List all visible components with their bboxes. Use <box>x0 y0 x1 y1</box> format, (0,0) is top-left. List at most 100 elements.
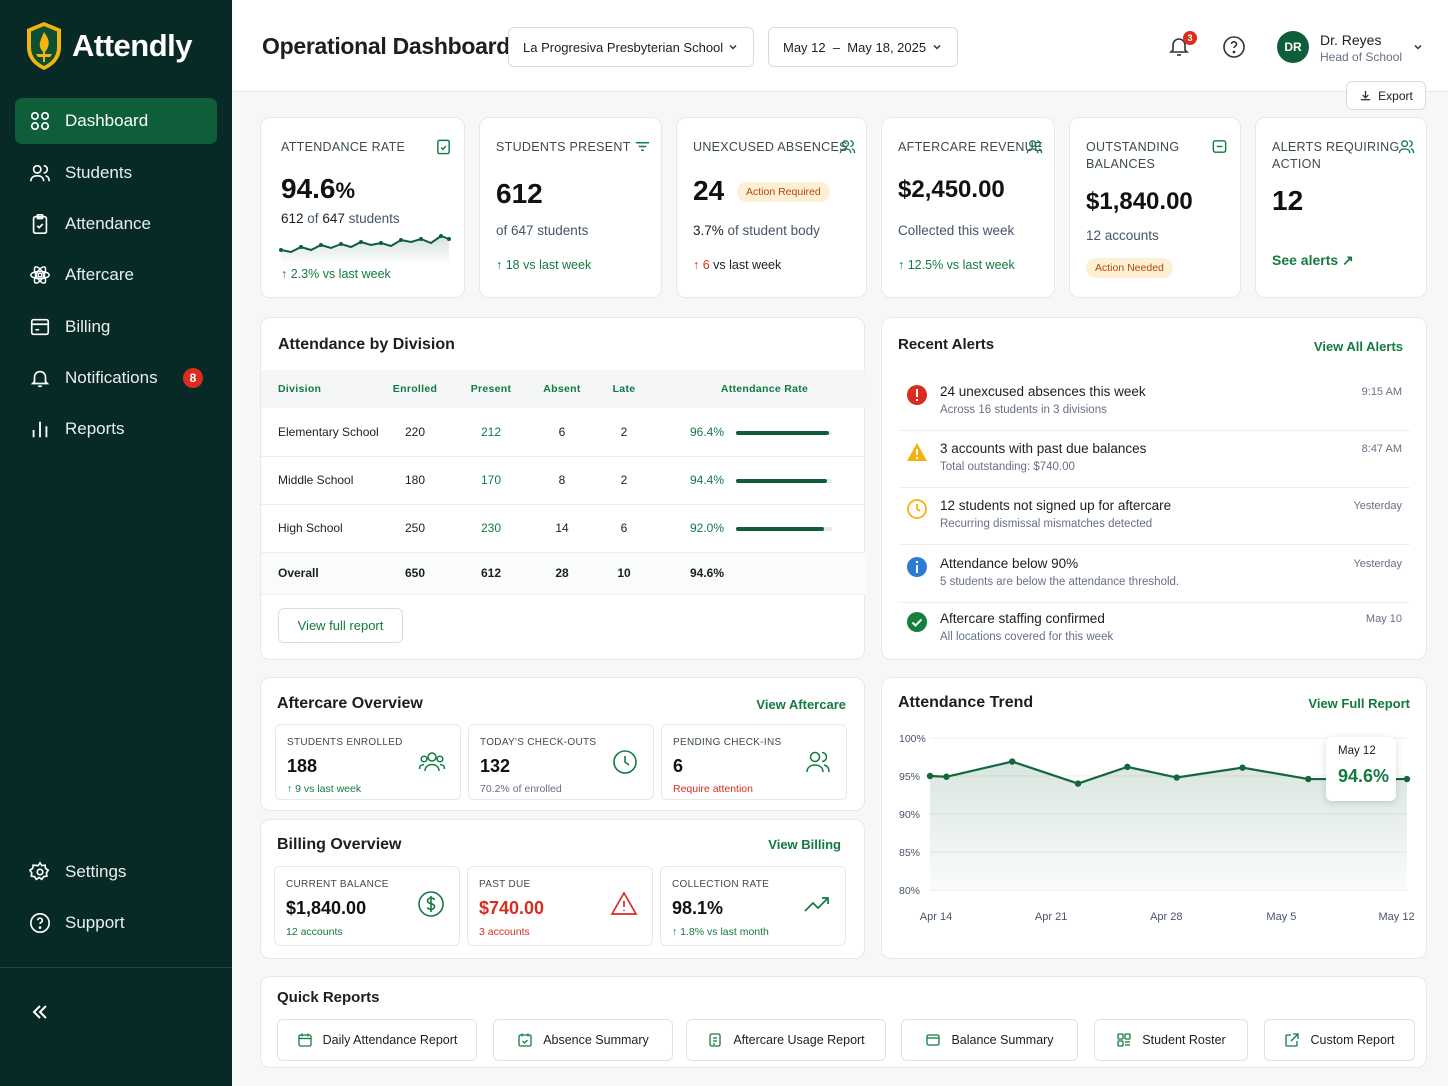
alert-time: 8:47 AM <box>1361 443 1402 455</box>
sidebar-item-aftercare[interactable]: Aftercare <box>15 252 217 298</box>
quick-report-label: Balance Summary <box>951 1033 1054 1047</box>
sidebar-item-billing[interactable]: Billing <box>15 304 217 350</box>
daily-attendance-report-button[interactable]: Daily Attendance Report <box>277 1019 477 1061</box>
alert-time: Yesterday <box>1353 558 1402 570</box>
alert-item[interactable]: Attendance below 90% 5 students are belo… <box>898 546 1410 603</box>
data-point <box>926 772 934 780</box>
data-point <box>943 773 950 780</box>
data-point <box>1173 774 1180 781</box>
enrolled-cell: 220 <box>387 408 443 457</box>
check-icon <box>907 612 927 632</box>
alert-item[interactable]: 24 unexcused absences this week Across 1… <box>898 374 1410 431</box>
kpi-value: 612 <box>496 178 543 209</box>
collapse-sidebar-icon[interactable] <box>28 1000 52 1024</box>
see-alerts-link[interactable]: See alerts ↗ <box>1272 252 1354 268</box>
user-menu-chevron-icon[interactable] <box>1412 41 1424 53</box>
help-button[interactable] <box>1222 35 1246 59</box>
alert-item[interactable]: 3 accounts with past due balances Total … <box>898 431 1410 488</box>
aftercare-usage-report-button[interactable]: Aftercare Usage Report <box>686 1019 886 1061</box>
billing-stat-card[interactable]: Collection Rate 98.1% ↑ 1.8% vs last mon… <box>660 866 846 946</box>
kpi-students-present[interactable]: Students Present 612 of 647 students ↑ 1… <box>479 117 662 298</box>
balance-summary-button[interactable]: Balance Summary <box>901 1019 1078 1061</box>
student-roster-button[interactable]: Student Roster <box>1094 1019 1248 1061</box>
sidebar-item-attendance[interactable]: Attendance <box>15 201 217 247</box>
stat-sub: ↑ 1.8% vs last month <box>672 926 769 938</box>
custom-report-button[interactable]: Custom Report <box>1264 1019 1415 1061</box>
x-tick-label: May 12 <box>1379 911 1415 923</box>
stat-label: Today's Check-Outs <box>480 737 597 748</box>
alert-time: May 10 <box>1365 613 1402 625</box>
stat-value: 98.1% <box>672 898 724 918</box>
sidebar-item-dashboard[interactable]: Dashboard <box>15 98 217 144</box>
billing-stat-card[interactable]: Past Due $740.00 3 accounts <box>467 866 653 946</box>
alert-item[interactable]: 12 students not signed up for aftercare … <box>898 488 1410 545</box>
tooltip-date: May 12 <box>1338 745 1376 757</box>
billing-stat-card[interactable]: Current Balance $1,840.00 12 accounts <box>274 866 460 946</box>
clipboard-icon <box>32 214 48 234</box>
page-title: Operational Dashboard <box>262 33 511 59</box>
quick-report-label: Student Roster <box>1142 1033 1226 1047</box>
atom-icon <box>30 266 50 284</box>
aftercare-stat-card[interactable]: Students Enrolled 188 ↑ 9 vs last week <box>275 724 461 800</box>
sidebar-item-notifications[interactable]: Notifications 8 <box>15 355 217 401</box>
sidebar-item-reports[interactable]: Reports <box>15 406 217 452</box>
late-cell: 6 <box>585 504 663 553</box>
data-point <box>1009 758 1016 765</box>
alert-item[interactable]: Aftercare staffing confirmed All locatio… <box>898 601 1410 658</box>
user-name[interactable]: Dr. Reyes <box>1320 32 1382 48</box>
sidebar-item-settings[interactable]: Settings <box>15 849 217 895</box>
kpi-alerts-requiring-action[interactable]: Alerts Requiring Action 12 See alerts ↗ <box>1255 117 1427 298</box>
error-icon <box>907 385 927 405</box>
absent-cell: 28 <box>539 552 585 595</box>
stat-value: $740.00 <box>479 898 545 918</box>
avatar[interactable]: DR <box>1277 31 1309 63</box>
view-full-report-button[interactable]: View full report <box>278 608 403 643</box>
stat-value: 132 <box>480 756 511 776</box>
alert-subtitle: Total outstanding: $740.00 <box>940 461 1075 473</box>
late-cell: 2 <box>585 456 663 505</box>
stat-sub: ↑ 9 vs last week <box>287 783 362 795</box>
date-range-select[interactable]: May 12 – May 18, 2025 <box>768 27 958 67</box>
sidebar-item-support[interactable]: Support <box>15 900 217 946</box>
aftercare-overview-card: Aftercare Overview View Aftercare Studen… <box>260 677 865 811</box>
notifications-button[interactable]: 3 <box>1167 31 1197 62</box>
view-all-alerts-link[interactable]: View All Alerts <box>1313 339 1403 354</box>
stat-value: 6 <box>673 756 684 776</box>
kpi-outstanding-balances[interactable]: Outstanding Balances $1,840.00 12 account… <box>1069 117 1241 298</box>
table-row[interactable]: Elementary School 220 212 6 2 96.4% <box>261 408 866 457</box>
kpi-aftercare-revenue[interactable]: Aftercare Revenue $2,450.00 Collected th… <box>881 117 1055 298</box>
absence-summary-button[interactable]: Absence Summary <box>493 1019 673 1061</box>
stat-sub: Require attention <box>673 783 753 795</box>
aftercare-stat-card[interactable]: Pending Check-Ins 6 Require attention <box>661 724 847 800</box>
view-aftercare-link[interactable]: View Aftercare <box>756 697 846 712</box>
attendance-trend-chart[interactable]: 100% 95% 90% 85% 80% Apr 14 Apr 21 Apr 28 May 5 M… <box>882 723 1428 948</box>
bell-icon <box>30 370 50 388</box>
users-icon <box>30 164 50 182</box>
view-billing-link[interactable]: View Billing <box>768 837 841 852</box>
aftercare-stat-card[interactable]: Today's Check-Outs 132 70.2% of enrolled <box>468 724 654 800</box>
brand[interactable]: Attendly <box>24 20 193 72</box>
stat-label: Pending Check-Ins <box>673 737 782 748</box>
rate-cell: 94.4% <box>663 456 866 505</box>
y-tick-label: 95% <box>899 771 920 783</box>
stat-label: Collection Rate <box>672 879 770 890</box>
help-icon <box>1223 36 1245 58</box>
stat-value: $1,840.00 <box>286 898 367 918</box>
y-tick-label: 85% <box>899 847 920 859</box>
kpi-sub: Collected this week <box>898 223 1015 238</box>
x-tick-label: Apr 21 <box>1035 911 1067 923</box>
kpi-sub: 3.7% of student body <box>693 223 820 238</box>
alert-time: 9:15 AM <box>1361 386 1402 398</box>
attendance-sparkline <box>279 234 451 264</box>
table-row[interactable]: Middle School 180 170 8 2 94.4% <box>261 456 866 505</box>
school-select[interactable]: La Progresiva Presbyterian School <box>508 27 754 67</box>
date-range-value: May 12 – May 18, 2025 <box>783 39 927 55</box>
view-full-report-link[interactable]: View Full Report <box>1308 696 1410 711</box>
sidebar-item-students[interactable]: Students <box>15 150 217 196</box>
export-button[interactable]: Export <box>1346 81 1426 110</box>
kpi-unexcused-absences[interactable]: Unexcused Absences 24 Action Required 3.… <box>676 117 867 298</box>
clock-icon <box>613 750 637 774</box>
table-row[interactable]: High School 250 230 14 6 92.0% <box>261 504 866 553</box>
export-label: Export <box>1378 88 1413 103</box>
kpi-attendance-rate[interactable]: Attendance Rate 94.6% 612 of 647 student… <box>260 117 465 298</box>
